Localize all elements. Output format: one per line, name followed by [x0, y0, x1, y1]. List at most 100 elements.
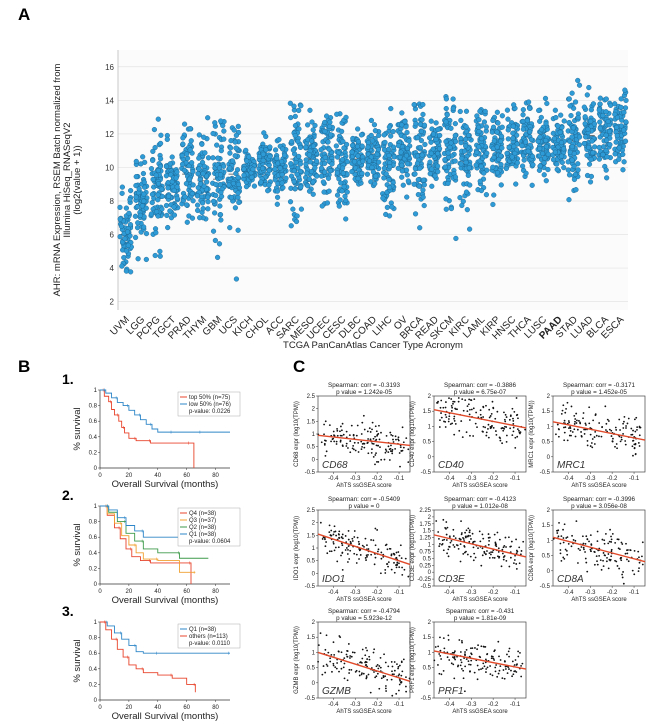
data-point [381, 132, 387, 138]
scatter-y-tick-label: 1.5 [423, 409, 432, 415]
scatter-point [333, 653, 336, 656]
km-legend-entry: p-value: 0.0110 [189, 641, 231, 647]
data-point [182, 194, 188, 200]
data-point [364, 171, 371, 177]
data-point [452, 138, 459, 145]
km-y-tick-label: 0.4 [89, 667, 98, 673]
scatter-point [483, 665, 486, 668]
data-point [538, 127, 545, 133]
scatter-point [320, 441, 323, 444]
scatter-point [457, 400, 460, 403]
scatter-y-tick-label: 1.75 [419, 522, 431, 528]
scatter-point [395, 566, 398, 569]
scatter-point [641, 555, 643, 558]
scatter-point [491, 400, 494, 403]
scatter-point [339, 434, 342, 437]
scatter-point [376, 672, 379, 675]
scatter-point [338, 670, 340, 673]
data-point [274, 194, 281, 200]
data-point [490, 201, 496, 208]
scatter-point [440, 673, 443, 676]
scatter-point [378, 438, 381, 441]
scatter-point [560, 412, 563, 415]
data-point [510, 130, 516, 136]
scatter-point [624, 443, 627, 446]
scatter-point [373, 648, 376, 651]
scatter-point [376, 433, 379, 436]
scatter-point [349, 549, 352, 552]
scatter-point [444, 401, 447, 403]
km-y-tick-label: 0.6 [89, 419, 98, 425]
scatter-point [499, 665, 502, 668]
scatter-point [380, 551, 383, 554]
scatter-point [387, 561, 390, 564]
scatter-point [438, 537, 440, 540]
scatter-point [435, 520, 438, 522]
data-point [133, 182, 139, 189]
scatter-point [347, 538, 350, 541]
data-point [274, 188, 281, 194]
scatter-point [393, 661, 396, 663]
scatter-point [487, 533, 490, 535]
data-point [450, 96, 456, 102]
data-point [181, 121, 188, 127]
data-point [569, 144, 575, 150]
scatter-y-tick-label: 2 [428, 515, 432, 521]
data-point [288, 161, 294, 167]
data-point [309, 138, 315, 144]
scatter-point [442, 549, 445, 552]
scatter-y-tick-label: 2 [428, 394, 432, 400]
scatter-point [497, 640, 500, 643]
data-point [399, 162, 405, 168]
scatter-point [463, 545, 466, 547]
data-point [256, 153, 263, 160]
scatter-point [390, 678, 393, 681]
scatter-point [467, 403, 470, 406]
scatter-point [407, 448, 410, 451]
scatter-point [449, 423, 452, 426]
scatter-point [378, 665, 381, 667]
data-point [568, 113, 574, 119]
data-point [587, 179, 594, 185]
scatter-subtitle: p value = 6.75e-07 [454, 389, 507, 396]
data-point [189, 160, 195, 166]
scatter-point [372, 539, 375, 542]
scatter-point [589, 548, 592, 551]
scatter-point [442, 669, 445, 672]
scatter-point [359, 661, 362, 663]
scatter-point [497, 672, 500, 675]
data-point [304, 170, 310, 176]
data-point [327, 123, 333, 130]
scatter-point [459, 664, 462, 667]
scatter-x-tick-label: -0.2 [488, 702, 499, 708]
data-point [406, 138, 412, 144]
km-x-axis-title: Overall Survival (months) [112, 595, 219, 606]
scatter-title: Spearman: corr = -0.3886 [444, 382, 516, 389]
scatter-point [393, 669, 396, 672]
scatter-point [470, 408, 473, 411]
scatter-point [520, 664, 522, 667]
scatter-point [490, 413, 493, 415]
scatter-point [565, 549, 568, 552]
data-point [190, 198, 196, 204]
data-point [236, 199, 242, 206]
scatter-point [356, 536, 359, 539]
data-point [555, 123, 561, 129]
scatter-point [443, 538, 446, 541]
scatter-point [515, 563, 518, 565]
scatter-point [633, 550, 636, 552]
scatter-point [524, 428, 527, 431]
scatter-x-axis-title: AhTS ssGSEA score [336, 597, 392, 603]
data-point [545, 151, 551, 157]
scatter-point [377, 667, 380, 670]
data-point [291, 179, 297, 185]
data-point [349, 149, 355, 155]
scatter-point [570, 405, 573, 408]
data-point [306, 176, 312, 182]
data-point [503, 165, 509, 172]
scatter-point [401, 426, 404, 429]
scatter-point [326, 552, 329, 555]
scatter-point [607, 553, 610, 555]
scatter-point [511, 407, 514, 410]
